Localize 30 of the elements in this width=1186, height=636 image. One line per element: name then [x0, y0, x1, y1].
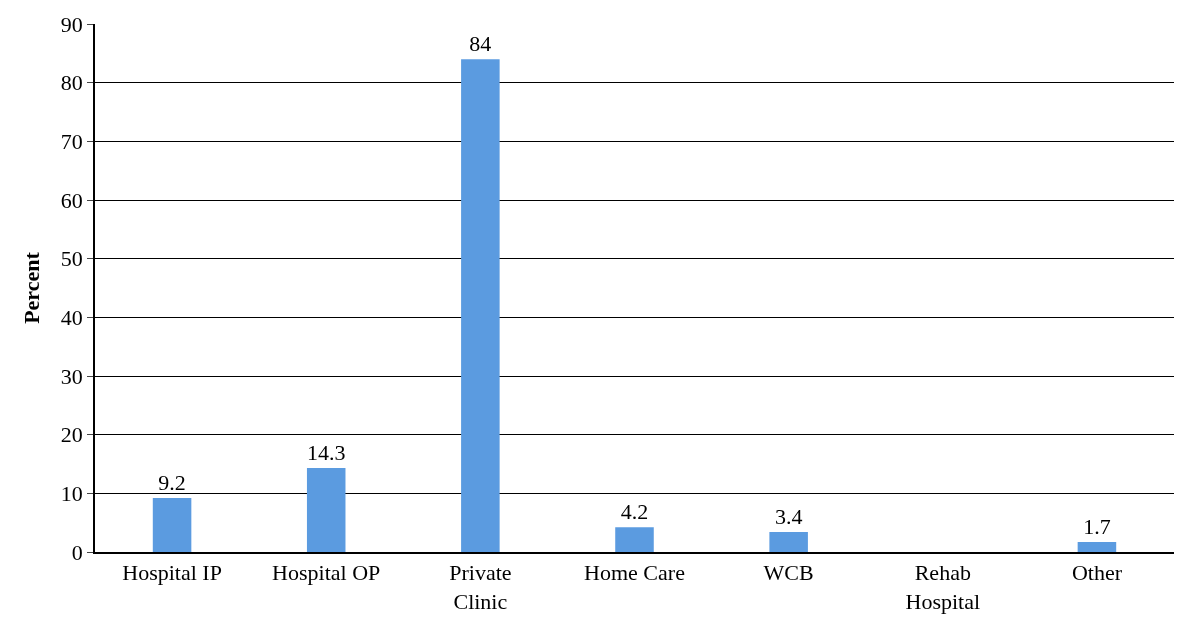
x-tick-label: Private Clinic: [449, 560, 512, 614]
y-axis-title: Percent: [19, 251, 45, 324]
data-label: 14.3: [306, 440, 346, 466]
y-tick-label: 90: [60, 11, 83, 37]
data-label: 4.2: [620, 499, 649, 525]
bar: [306, 468, 346, 552]
y-tick-label: 20: [60, 422, 83, 448]
y-tick-label: 40: [60, 305, 83, 331]
x-tick-label: Hospital IP: [122, 560, 222, 586]
x-tick-label: WCB: [763, 560, 814, 586]
data-label: 3.4: [774, 504, 803, 530]
bar: [1077, 542, 1117, 552]
bar: [152, 498, 192, 552]
y-tick-label: 60: [60, 187, 83, 213]
y-tick-label: 50: [60, 246, 83, 272]
x-tick-label: Home Care: [584, 560, 685, 586]
data-label: 84: [469, 31, 492, 57]
bar: [461, 59, 500, 552]
data-label: 9.2: [158, 470, 186, 496]
y-tick-label: 80: [60, 70, 83, 96]
bar: [615, 527, 654, 552]
y-tick-label: 30: [60, 363, 83, 389]
x-tick-label: Other: [1071, 560, 1123, 586]
data-label: 1.7: [1083, 514, 1111, 540]
x-tick-label: Rehab Hospital: [905, 560, 981, 614]
y-tick-label: 70: [60, 129, 83, 155]
x-tick-label: Hospital OP: [272, 560, 381, 586]
y-tick-label: 10: [60, 481, 83, 507]
bar: [769, 532, 808, 552]
y-tick-label: 0: [71, 539, 83, 565]
